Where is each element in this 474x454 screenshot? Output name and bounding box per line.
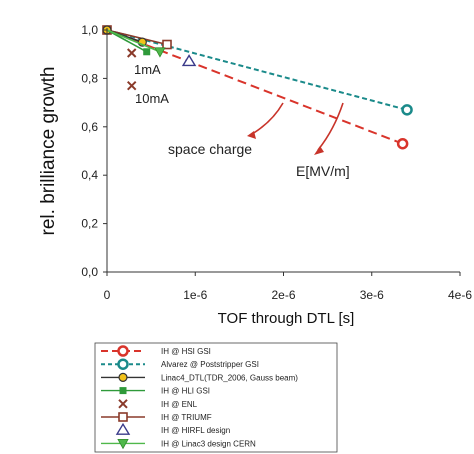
legend-label: IH @ ENL: [161, 400, 198, 409]
x-tick-label: 1e-6: [183, 288, 207, 302]
data-point: [154, 47, 166, 58]
arrow-space-charge: [251, 102, 284, 135]
data-point: [162, 39, 172, 50]
legend-marker: [115, 422, 131, 435]
arrow-e-field-head: [314, 146, 324, 155]
series-line: [106, 29, 168, 46]
y-tick-label: 0,4: [81, 168, 98, 182]
series-8: [106, 29, 166, 58]
arrow-e-field: [317, 102, 344, 151]
legend-label: Alvarez @ Poststripper GSI: [161, 360, 259, 369]
legend-label: IH @ TRIUMF: [161, 413, 212, 422]
legend: IH @ HSI GSI Alvarez @ Poststripper GSI Li…: [94, 342, 338, 453]
series-line: [106, 29, 148, 53]
legend-box: [94, 342, 338, 453]
y-tick-label: 0,2: [81, 217, 98, 231]
legend-label: Linac4_DTL(TDR_2006, Gauss beam): [161, 373, 298, 382]
series-2: [106, 29, 413, 116]
x-tick-label: 0: [104, 288, 111, 302]
x-tick-label: 2e-6: [271, 288, 295, 302]
legend-marker: [118, 399, 128, 409]
legend-entry: IH @ HSI GSI: [101, 345, 211, 357]
legend-label: IH @ HLI GSI: [161, 387, 210, 396]
y-tick-label: 0,0: [81, 265, 98, 279]
annotation-10mA: 10mA: [135, 91, 169, 106]
legend-marker: [118, 372, 128, 382]
legend-entry: Alvarez @ Poststripper GSI: [101, 358, 259, 370]
annotation-e-field: E[MV/m]: [296, 163, 350, 179]
legend-entry: IH @ TRIUMF: [101, 412, 212, 422]
series-5: [127, 48, 137, 91]
y-axis-title: rel. brilliance growth: [38, 67, 59, 236]
data-point: [396, 137, 409, 150]
annotations: 1mA 10mA space charge E[MV/m]: [134, 62, 350, 179]
y-tick-label: 1,0: [81, 23, 98, 37]
legend-marker: [118, 412, 128, 422]
data-point: [401, 104, 413, 116]
series-6: [102, 25, 172, 50]
series-line: [106, 29, 403, 145]
axes: 0,0 0,2 0,4 0,6 0,8 1,0 0 1e-6 2e-6 3e-6 4e-6 TOF t…: [38, 23, 472, 327]
annotation-1mA: 1mA: [134, 62, 161, 77]
data-point: [181, 54, 197, 67]
legend-marker: [117, 439, 129, 450]
legend-label: IH @ HSI GSI: [161, 347, 211, 356]
legend-entry: Linac4_DTL(TDR_2006, Gauss beam): [101, 372, 298, 382]
data-point: [143, 48, 151, 56]
annotation-space-charge: space charge: [168, 141, 252, 157]
legend-marker: [117, 345, 129, 357]
y-tick-label: 0,8: [81, 71, 98, 85]
x-tick-label: 4e-6: [448, 288, 472, 302]
arrow-space-charge-head: [247, 131, 256, 139]
x-axis-title: TOF through DTL [s]: [218, 310, 355, 327]
legend-marker: [119, 387, 127, 395]
legend-entry: IH @ Linac3 design CERN: [101, 439, 256, 450]
data-point: [127, 48, 137, 58]
y-tick-label: 0,6: [81, 120, 98, 134]
series-line: [106, 29, 408, 111]
legend-entry: IH @ HLI GSI: [101, 387, 210, 396]
series-line: [106, 29, 161, 53]
legend-label: IH @ Linac3 design CERN: [161, 439, 256, 448]
series-4: [106, 29, 151, 56]
series-1: [106, 29, 409, 150]
data-point: [127, 80, 137, 91]
x-tick-label: 3e-6: [360, 288, 384, 302]
legend-entry: IH @ HIRFL design: [115, 422, 230, 435]
legend-label: IH @ HIRFL design: [161, 426, 230, 435]
legend-entry: IH @ ENL: [118, 399, 198, 409]
plot-area: [102, 25, 413, 150]
legend-marker: [117, 358, 129, 370]
series-7: [181, 54, 197, 67]
